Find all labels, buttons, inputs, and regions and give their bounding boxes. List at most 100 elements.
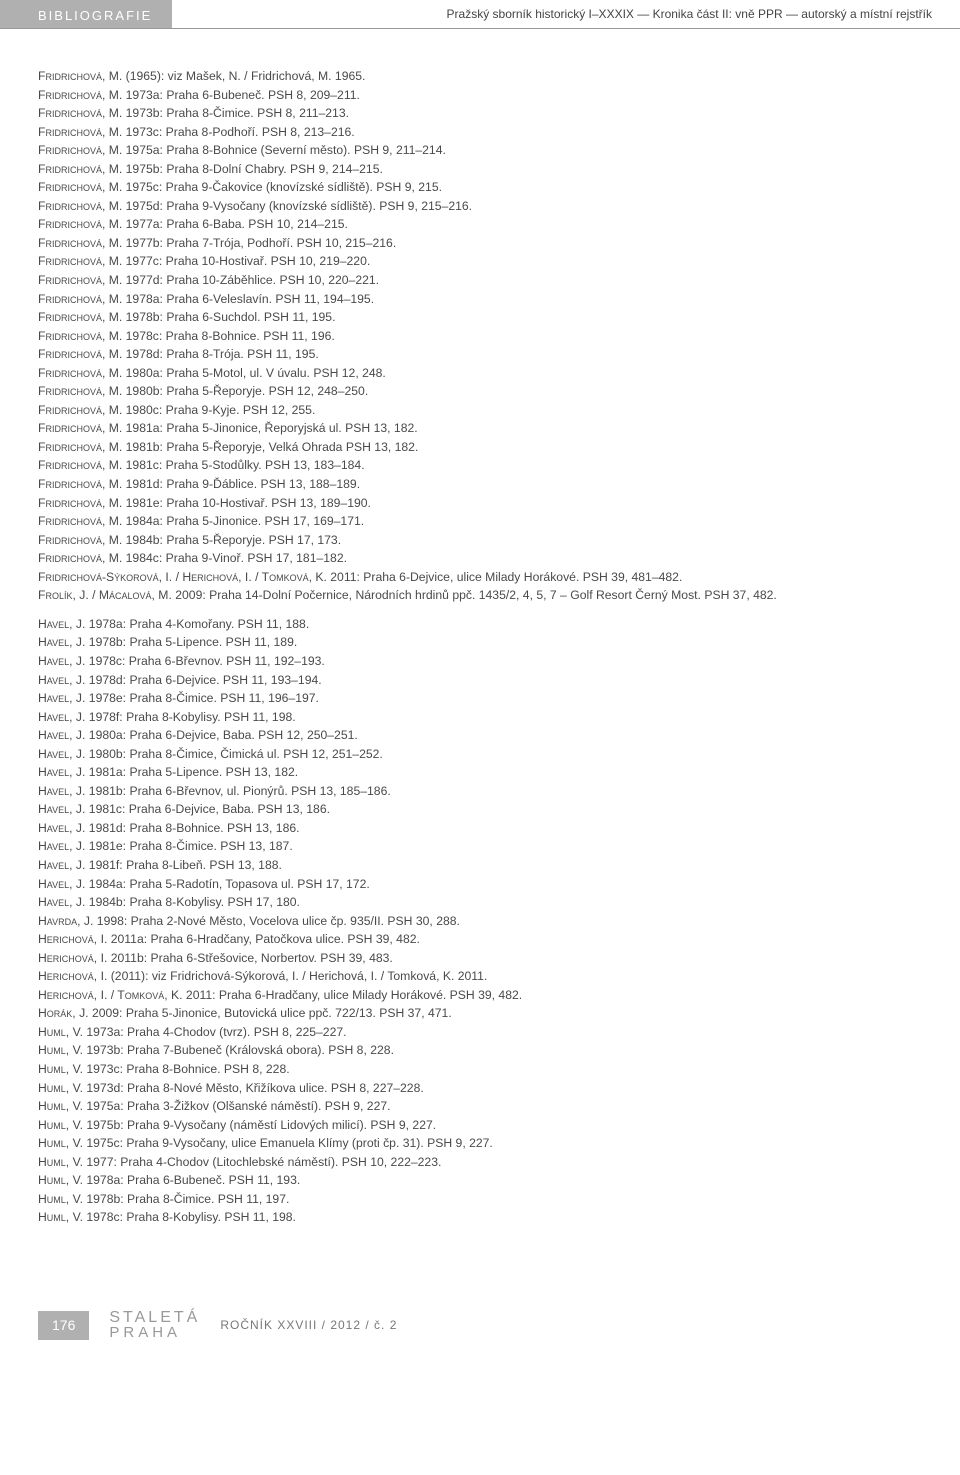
bibliography-entry: Fridrichová, M. 1981d: Praha 9-Ďáblice. … (38, 475, 932, 494)
entry-author: Huml, V. (38, 1062, 83, 1076)
bibliography-entry: Fridrichová, M. 1978b: Praha 6-Suchdol. … (38, 308, 932, 327)
entry-author: Fridrichová, M. (38, 69, 122, 83)
bibliography-entry: Havel, J. 1981d: Praha 8-Bohnice. PSH 13… (38, 819, 932, 838)
bibliography-entry: Fridrichová, M. 1984a: Praha 5-Jinonice.… (38, 512, 932, 531)
entry-author: Havel, J. (38, 673, 85, 687)
entry-author: Fridrichová, M. (38, 329, 122, 343)
bibliography-content: Fridrichová, M. (1965): viz Mašek, N. / … (0, 29, 960, 1255)
entry-author: Havel, J. (38, 765, 85, 779)
bibliography-entry: Huml, V. 1973b: Praha 7-Bubeneč (Královs… (38, 1041, 932, 1060)
bibliography-entry: Huml, V. 1973a: Praha 4-Chodov (tvrz). P… (38, 1023, 932, 1042)
entry-author: Frolík, J. / Mácalová, M. (38, 588, 172, 602)
bibliography-entry: Huml, V. 1973c: Praha 8-Bohnice. PSH 8, … (38, 1060, 932, 1079)
bibliography-entry: Havel, J. 1978c: Praha 6-Břevnov. PSH 11… (38, 652, 932, 671)
entry-author: Fridrichová, M. (38, 162, 122, 176)
entries-block-2: Havel, J. 1978a: Praha 4-Komořany. PSH 1… (38, 615, 932, 1227)
bibliography-entry: Fridrichová, M. 1975a: Praha 8-Bohnice (… (38, 141, 932, 160)
entry-author: Fridrichová, M. (38, 125, 122, 139)
bibliography-entry: Havel, J. 1981b: Praha 6-Břevnov, ul. Pi… (38, 782, 932, 801)
bibliography-entry: Fridrichová, M. 1977c: Praha 10-Hostivař… (38, 252, 932, 271)
bibliography-entry: Fridrichová, M. 1973b: Praha 8-Čimice. P… (38, 104, 932, 123)
entry-author: Fridrichová, M. (38, 88, 122, 102)
entry-author: Havel, J. (38, 802, 85, 816)
bibliography-entry: Huml, V. 1978b: Praha 8-Čimice. PSH 11, … (38, 1190, 932, 1209)
entry-author: Horák, J. (38, 1006, 89, 1020)
page-footer: 176 STALETÁ PRAHA ROČNÍK XXVIII / 2012 /… (0, 1311, 960, 1340)
entry-author: Huml, V. (38, 1192, 83, 1206)
entry-author: Fridrichová, M. (38, 236, 122, 250)
bibliography-entry: Fridrichová, M. 1981e: Praha 10-Hostivař… (38, 494, 932, 513)
footer-meta: ROČNÍK XXVIII / 2012 / č. 2 (220, 1316, 397, 1334)
bibliography-entry: Fridrichová, M. 1977a: Praha 6-Baba. PSH… (38, 215, 932, 234)
bibliography-entry: Huml, V. 1978c: Praha 8-Kobylisy. PSH 11… (38, 1208, 932, 1227)
bibliography-entry: Fridrichová, M. 1980c: Praha 9-Kyje. PSH… (38, 401, 932, 420)
bibliography-entry: Fridrichová, M. 1973a: Praha 6-Bubeneč. … (38, 86, 932, 105)
bibliography-entry: Fridrichová, M. (1965): viz Mašek, N. / … (38, 67, 932, 86)
bibliography-entry: Herichová, I. 2011a: Praha 6-Hradčany, P… (38, 930, 932, 949)
bibliography-entry: Herichová, I. / Tomková, K. 2011: Praha … (38, 986, 932, 1005)
bibliography-entry: Fridrichová, M. 1978a: Praha 6-Veleslaví… (38, 290, 932, 309)
entry-author: Fridrichová, M. (38, 180, 122, 194)
entry-author: Fridrichová, M. (38, 254, 122, 268)
bibliography-entry: Fridrichová, M. 1975b: Praha 8-Dolní Cha… (38, 160, 932, 179)
entry-author: Havrda, J. (38, 914, 93, 928)
bibliography-entry: Herichová, I. 2011b: Praha 6-Střešovice,… (38, 949, 932, 968)
bibliography-entry: Havel, J. 1981a: Praha 5-Lipence. PSH 13… (38, 763, 932, 782)
entry-author: Fridrichová, M. (38, 421, 122, 435)
bibliography-entry: Huml, V. 1975c: Praha 9-Vysočany, ulice … (38, 1134, 932, 1153)
entry-author: Huml, V. (38, 1099, 83, 1113)
entry-author: Havel, J. (38, 635, 85, 649)
footer-logo-line2: PRAHA (109, 1326, 200, 1340)
bibliography-entry: Fridrichová, M. 1978d: Praha 8-Trója. PS… (38, 345, 932, 364)
bibliography-entry: Havel, J. 1978d: Praha 6-Dejvice. PSH 11… (38, 671, 932, 690)
bibliography-entry: Fridrichová, M. 1977d: Praha 10-Záběhlic… (38, 271, 932, 290)
entry-author: Havel, J. (38, 710, 85, 724)
entry-author: Fridrichová, M. (38, 458, 122, 472)
entry-author: Havel, J. (38, 839, 85, 853)
entry-author: Fridrichová, M. (38, 292, 122, 306)
bibliography-entry: Havel, J. 1981f: Praha 8-Libeň. PSH 13, … (38, 856, 932, 875)
entry-author: Fridrichová, M. (38, 551, 122, 565)
bibliography-entry: Fridrichová, M. 1975d: Praha 9-Vysočany … (38, 197, 932, 216)
bibliography-entry: Fridrichová, M. 1981c: Praha 5-Stodůlky.… (38, 456, 932, 475)
bibliography-entry: Herichová, I. (2011): viz Fridrichová-Sý… (38, 967, 932, 986)
entry-author: Havel, J. (38, 821, 85, 835)
entry-author: Huml, V. (38, 1081, 83, 1095)
header-section-label: BIBLIOGRAFIE (0, 0, 172, 28)
entry-author: Fridrichová, M. (38, 366, 122, 380)
footer-logo: STALETÁ PRAHA (109, 1311, 200, 1339)
bibliography-entry: Fridrichová, M. 1984c: Praha 9-Vinoř. PS… (38, 549, 932, 568)
bibliography-entry: Fridrichová, M. 1981b: Praha 5-Řeporyje,… (38, 438, 932, 457)
entry-author: Havel, J. (38, 858, 85, 872)
entry-author: Fridrichová, M. (38, 496, 122, 510)
bibliography-entry: Havel, J. 1980b: Praha 8-Čimice, Čimická… (38, 745, 932, 764)
entry-author: Fridrichová, M. (38, 384, 122, 398)
bibliography-entry: Havel, J. 1978b: Praha 5-Lipence. PSH 11… (38, 633, 932, 652)
bibliography-entry: Havel, J. 1978a: Praha 4-Komořany. PSH 1… (38, 615, 932, 634)
bibliography-entry: Fridrichová-Sýkorová, I. / Herichová, I.… (38, 568, 932, 587)
entry-author: Havel, J. (38, 784, 85, 798)
bibliography-entry: Havel, J. 1981e: Praha 8-Čimice. PSH 13,… (38, 837, 932, 856)
entry-author: Huml, V. (38, 1173, 83, 1187)
page-number: 176 (38, 1311, 89, 1340)
entry-author: Huml, V. (38, 1118, 83, 1132)
header-breadcrumb: Pražský sborník historický I–XXXIX — Kro… (172, 5, 960, 23)
bibliography-entry: Havel, J. 1981c: Praha 6-Dejvice, Baba. … (38, 800, 932, 819)
entry-author: Herichová, I. / Tomková, K. (38, 988, 183, 1002)
bibliography-entry: Havel, J. 1984a: Praha 5-Radotín, Topaso… (38, 875, 932, 894)
entry-author: Huml, V. (38, 1025, 83, 1039)
entry-author: Havel, J. (38, 895, 85, 909)
bibliography-entry: Fridrichová, M. 1978c: Praha 8-Bohnice. … (38, 327, 932, 346)
bibliography-entry: Fridrichová, M. 1984b: Praha 5-Řeporyje.… (38, 531, 932, 550)
entry-author: Havel, J. (38, 617, 85, 631)
entry-author: Fridrichová, M. (38, 106, 122, 120)
bibliography-entry: Fridrichová, M. 1980b: Praha 5-Řeporyje.… (38, 382, 932, 401)
entry-author: Havel, J. (38, 654, 85, 668)
page-header: BIBLIOGRAFIE Pražský sborník historický … (0, 0, 960, 29)
bibliography-entry: Huml, V. 1978a: Praha 6-Bubeneč. PSH 11,… (38, 1171, 932, 1190)
entry-author: Fridrichová, M. (38, 477, 122, 491)
bibliography-entry: Havel, J. 1980a: Praha 6-Dejvice, Baba. … (38, 726, 932, 745)
bibliography-entry: Fridrichová, M. 1977b: Praha 7-Trója, Po… (38, 234, 932, 253)
entry-author: Herichová, I. (38, 969, 107, 983)
entry-author: Fridrichová, M. (38, 310, 122, 324)
